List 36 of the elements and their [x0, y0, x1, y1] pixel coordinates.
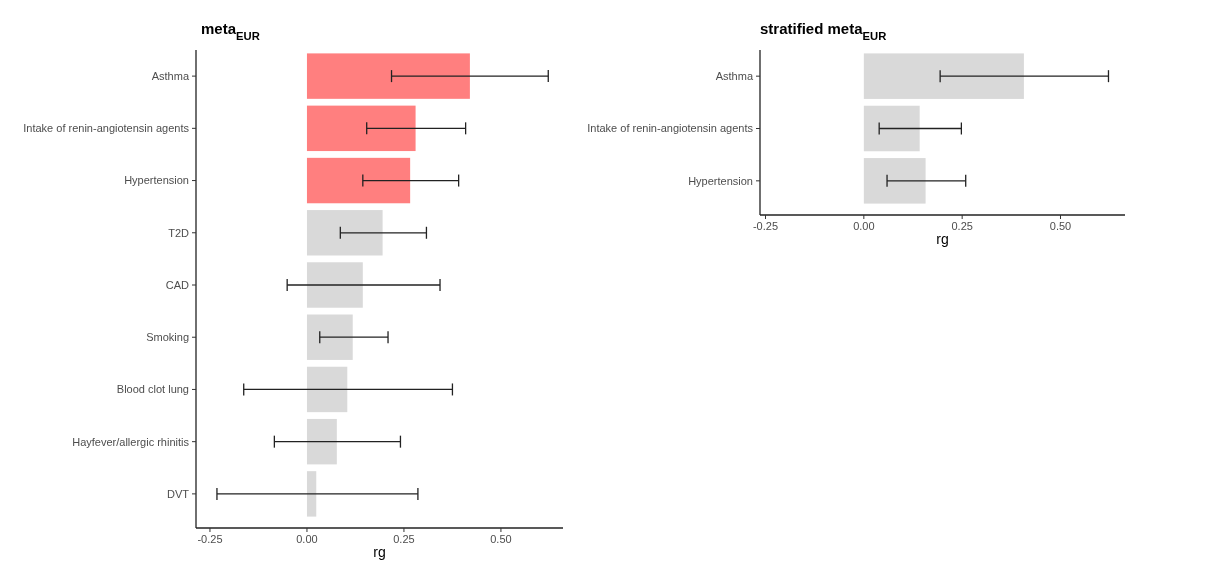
y-tick-label: Smoking [146, 331, 189, 344]
bar [306, 262, 363, 308]
y-tick-label: Asthma [715, 70, 754, 83]
x-axis-title: rg [936, 231, 949, 247]
x-tick-label: 0.50 [490, 533, 512, 545]
y-tick-label: CAD [165, 278, 190, 291]
x-tick-label: -0.25 [197, 533, 223, 545]
bar [863, 158, 926, 204]
bar [306, 210, 383, 256]
bar [306, 418, 337, 465]
bar [306, 157, 411, 204]
x-tick-label: 0.00 [296, 533, 318, 545]
bar [306, 53, 470, 99]
chart-title: stratified meta$_{EUR}$ [760, 20, 887, 42]
bar [863, 53, 1024, 99]
x-tick-label: 0.25 [393, 533, 415, 545]
y-tick-label: Asthma [151, 69, 190, 82]
y-tick-label: Hayfever/allergic rhinitis [72, 435, 190, 448]
x-axis-title: rg [373, 544, 386, 560]
y-tick-label: Intake of renin-angiotensin agents [23, 122, 190, 135]
bar [306, 105, 416, 152]
bar [863, 105, 920, 152]
bar [306, 314, 353, 360]
bar [306, 471, 317, 517]
y-tick-label: Hypertension [688, 174, 753, 187]
bar [306, 366, 348, 413]
y-tick-label: Intake of renin-angiotensin agents [587, 122, 754, 135]
y-tick-label: DVT [167, 487, 190, 500]
x-tick-label: 0.25 [951, 220, 973, 232]
x-tick-label: 0.50 [1049, 220, 1072, 232]
y-tick-label: Hypertension [124, 174, 189, 187]
y-tick-label: Blood clot lung [116, 383, 189, 396]
chart-title: meta$_{EUR}$ [201, 20, 260, 42]
x-tick-label: 0.00 [853, 220, 875, 232]
y-tick-label: T2D [168, 226, 190, 239]
x-tick-label: -0.25 [752, 220, 779, 232]
